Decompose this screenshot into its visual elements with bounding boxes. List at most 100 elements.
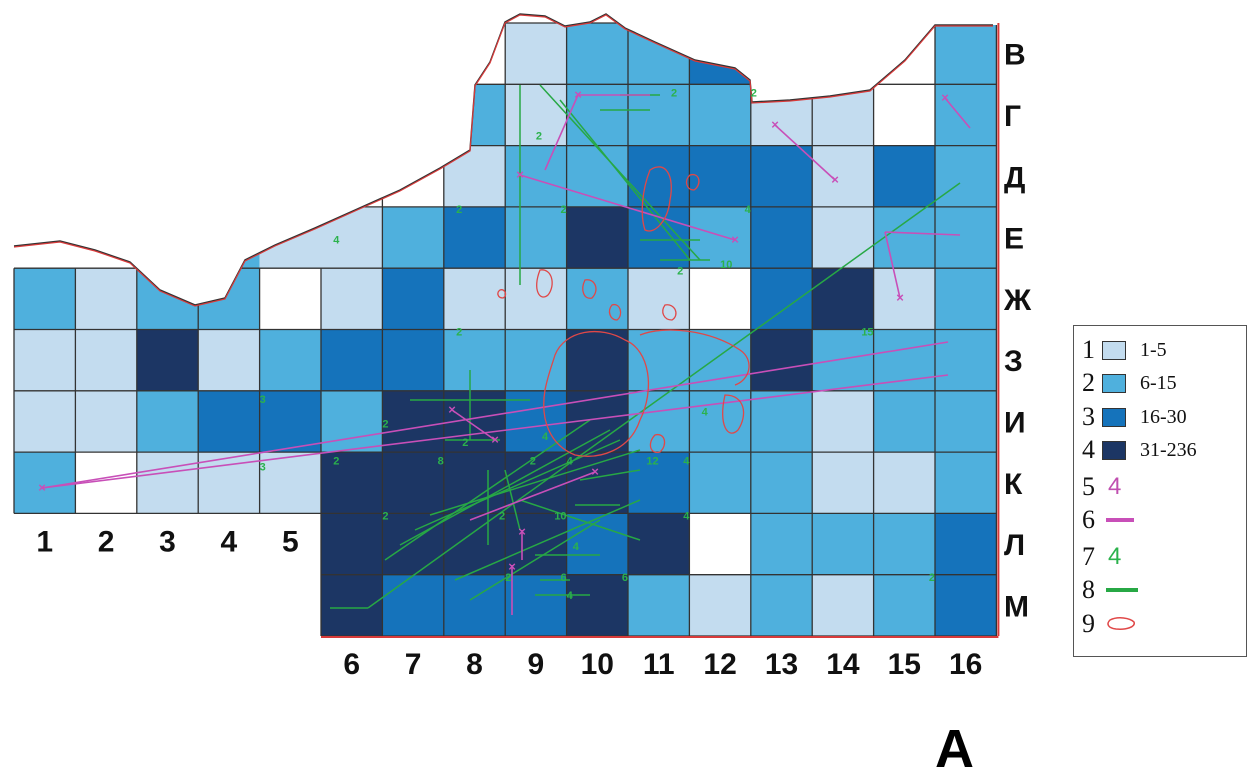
- row-label: Г: [1004, 100, 1021, 133]
- profile-line: [41, 374, 949, 489]
- grid-cell: [505, 268, 567, 330]
- trench-depth-label: 6: [622, 572, 628, 584]
- pit-mark-icon: ×: [508, 559, 516, 574]
- grid-cell: [689, 145, 751, 207]
- grid-cell: [873, 452, 935, 514]
- column-label: 11: [643, 648, 675, 681]
- outside-mask-edge: [0, 513, 14, 516]
- grid-cell: [75, 329, 137, 391]
- legend-contour-icon: [1107, 617, 1135, 630]
- legend-range: 16-30: [1140, 405, 1187, 428]
- column-label: 9: [528, 648, 545, 681]
- grid-cell: [566, 513, 628, 575]
- grid-cell: [628, 84, 690, 146]
- pit-mark-icon: ×: [574, 87, 582, 102]
- grid-cell: [750, 390, 813, 453]
- column-label: 12: [703, 648, 736, 681]
- pit-mark-icon: ×: [518, 524, 526, 539]
- anomaly-contour: [497, 289, 507, 299]
- pit-mark-icon: ×: [448, 402, 456, 417]
- trench-depth-label: 2: [505, 572, 511, 584]
- trench-depth-label: 4: [567, 590, 574, 602]
- legend-swatch: [1102, 340, 1126, 360]
- profile-line: [774, 124, 836, 181]
- grid-cell: [628, 513, 690, 575]
- legend-sample-number: 4: [1108, 543, 1122, 570]
- grid-cell: [689, 84, 751, 146]
- trench-line: [539, 84, 701, 261]
- grid-cell: [566, 268, 628, 330]
- grid-cell: [935, 574, 997, 636]
- legend-item-9: 9: [1082, 608, 1144, 640]
- legend-number: 3: [1082, 402, 1095, 431]
- grid-cell: [198, 329, 260, 391]
- grid-cell: [935, 206, 997, 269]
- trench-depth-label: 2: [929, 572, 935, 584]
- grid-cell: [873, 329, 935, 391]
- trench-depth-label: 2: [499, 511, 505, 523]
- grid-cell: [505, 513, 567, 575]
- grid-cell: [628, 452, 690, 514]
- legend-swatch: [1102, 440, 1126, 460]
- trench-depth-label: 2: [382, 419, 388, 431]
- legend-item-1: 1 1-5: [1082, 334, 1167, 366]
- grid-cell: [873, 84, 935, 146]
- column-label: 8: [466, 648, 483, 681]
- profile-line: [884, 231, 961, 236]
- grid-cell: [750, 513, 813, 575]
- column-label: 1: [36, 525, 53, 558]
- grid-cell: [321, 574, 383, 636]
- row-label: Д: [1004, 161, 1025, 194]
- grid-cell: [873, 145, 935, 207]
- column-label: 10: [581, 648, 614, 681]
- grid-cell: [689, 206, 751, 269]
- grid-cell: [321, 513, 383, 575]
- column-label: 2: [98, 525, 115, 558]
- trench-depth-label: 4: [745, 204, 752, 216]
- grid-cell: [505, 145, 567, 207]
- trench-depth-label: 8: [438, 455, 444, 467]
- trench-depth-label: 4: [333, 235, 340, 247]
- grid-cell: [259, 452, 321, 514]
- trench-depth-label: 4: [683, 511, 690, 523]
- legend-item-2: 2 6-15: [1082, 367, 1177, 399]
- trench-depth-label: 10: [720, 259, 732, 271]
- legend-number: 1: [1082, 335, 1095, 364]
- anomaly-contour: [685, 173, 700, 191]
- trench-depth-label: 2: [751, 88, 757, 100]
- trench-line: [429, 449, 641, 516]
- pit-mark-icon: ×: [731, 232, 739, 247]
- row-label: М: [1004, 590, 1029, 623]
- grid-cell: [14, 329, 76, 391]
- legend-number: 4: [1082, 435, 1095, 464]
- grid-cell: [873, 513, 935, 575]
- grid-cell: [198, 390, 260, 453]
- trench-depth-label: 4: [567, 455, 574, 467]
- anomaly-contour: [639, 329, 750, 386]
- grid-cell: [505, 84, 567, 146]
- anomaly-contour: [649, 433, 666, 454]
- trench-depth-label: 4: [702, 406, 709, 418]
- boundary-line: [13, 13, 993, 306]
- profile-line: [451, 409, 496, 441]
- grid-cell: [628, 268, 690, 330]
- outside-mask-bottom: [0, 513, 321, 638]
- trench-depth-label: 4: [683, 455, 690, 467]
- grid-cell: [750, 574, 813, 636]
- grid-cell: [382, 574, 444, 636]
- column-label: 3: [159, 525, 176, 558]
- trench-depth-label: 2: [530, 455, 536, 467]
- grid-cell: [812, 452, 874, 514]
- legend-swatch: [1102, 407, 1126, 427]
- trench-depth-label: 12: [646, 455, 658, 467]
- column-label: 14: [826, 648, 860, 681]
- anomaly-contour: [641, 166, 672, 232]
- row-label: В: [1004, 39, 1026, 72]
- row-label: К: [1004, 468, 1023, 501]
- trench-depth-label: 10: [554, 511, 566, 523]
- profile-line: [884, 231, 901, 299]
- grid-cell: [566, 23, 628, 85]
